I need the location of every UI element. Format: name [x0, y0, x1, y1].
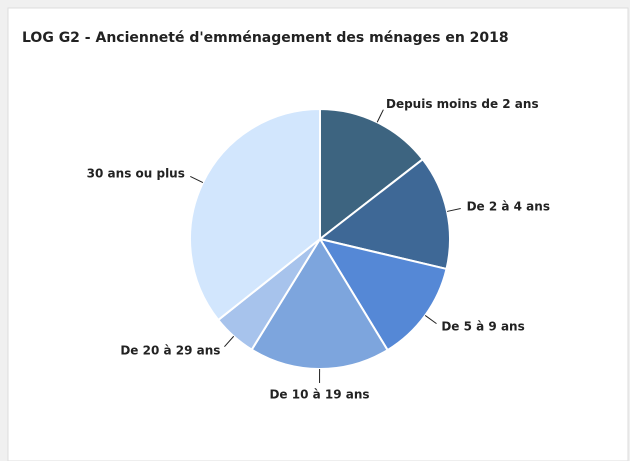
- slice-label: De 2 à 4 ans: [467, 200, 550, 214]
- pie-slice: [317, 157, 451, 271]
- slice-label: Depuis moins de 2 ans: [386, 97, 539, 111]
- leader-line: [424, 315, 437, 325]
- slice-label: De 20 à 29 ans: [120, 344, 220, 358]
- pie-slice: [189, 107, 321, 322]
- pie-slice: [317, 237, 448, 352]
- pie-slice: [250, 237, 389, 370]
- leader-line: [376, 109, 384, 123]
- pie-slice: [319, 107, 425, 242]
- leader-line: [190, 176, 204, 183]
- slice-label: 30 ans ou plus: [87, 166, 185, 180]
- chart-title: LOG G2 - Ancienneté d'emménagement des m…: [22, 30, 509, 46]
- leader-line: [446, 207, 461, 212]
- leader-line: [224, 335, 235, 348]
- slice-label: De 5 à 9 ans: [441, 320, 524, 334]
- slice-label: De 10 à 19 ans: [269, 387, 369, 401]
